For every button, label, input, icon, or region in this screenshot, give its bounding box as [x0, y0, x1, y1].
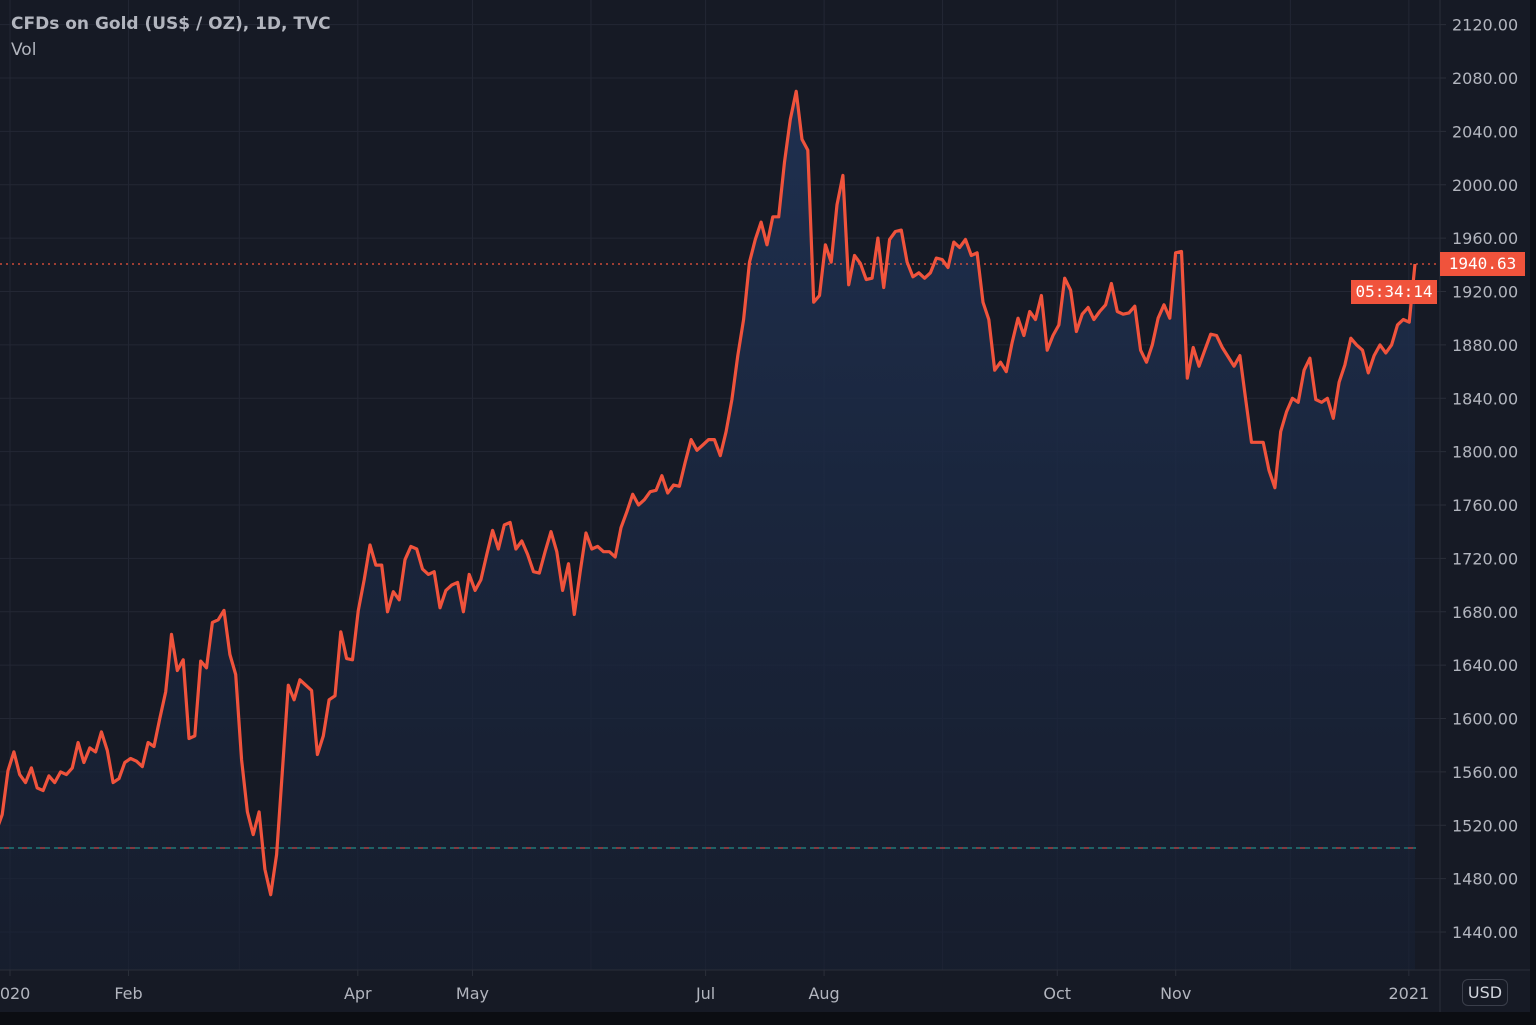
price-axis[interactable]: 1440.00 1480.00 1520.00 1560.00 1600.00 1640.… — [1440, 16, 1518, 942]
price-tick-label: 1920.00 — [1452, 283, 1518, 302]
price-tick-label: 2080.00 — [1452, 69, 1518, 88]
price-tick-label: 1520.00 — [1452, 816, 1518, 835]
price-line — [0, 89, 1417, 897]
time-tick-label: Aug — [808, 984, 839, 1003]
volume-indicator-label[interactable]: Vol — [11, 40, 37, 60]
price-tick-label: 1600.00 — [1452, 710, 1518, 729]
bar-countdown-label: 05:34:14 — [1351, 279, 1437, 304]
price-tick-label: 1720.00 — [1452, 549, 1518, 568]
price-tick-label: 1840.00 — [1452, 389, 1518, 408]
price-area-fill — [0, 91, 1415, 970]
time-tick-label: Oct — [1043, 984, 1071, 1003]
price-tick-label: 2040.00 — [1452, 122, 1518, 141]
price-tick-label: 1880.00 — [1452, 336, 1518, 355]
price-tick-label: 1560.00 — [1452, 763, 1518, 782]
time-axis[interactable]: 2020 Feb Apr May Jul Aug Oct Nov 2021 — [0, 970, 1429, 1003]
time-tick-label: Nov — [1160, 984, 1191, 1003]
time-tick-label: Apr — [344, 984, 372, 1003]
price-tick-label: 1800.00 — [1452, 443, 1518, 462]
symbol-title[interactable]: CFDs on Gold (US$ / OZ), 1D, TVC — [11, 14, 331, 34]
currency-button[interactable]: USD — [1462, 979, 1508, 1006]
time-tick-label: 2021 — [1388, 984, 1429, 1003]
price-tick-label: 1640.00 — [1452, 656, 1518, 675]
last-price-label: 1940.63 — [1440, 251, 1525, 276]
price-tick-label: 1960.00 — [1452, 229, 1518, 248]
time-tick-label: 2020 — [0, 984, 30, 1003]
price-tick-label: 2120.00 — [1452, 16, 1518, 35]
price-tick-label: 2000.00 — [1452, 176, 1518, 195]
time-tick-label: May — [456, 984, 489, 1003]
time-tick-label: Feb — [114, 984, 142, 1003]
time-tick-label: Jul — [695, 984, 715, 1003]
price-tick-label: 1680.00 — [1452, 603, 1518, 622]
price-tick-label: 1440.00 — [1452, 923, 1518, 942]
price-tick-label: 1480.00 — [1452, 870, 1518, 889]
price-tick-label: 1760.00 — [1452, 496, 1518, 515]
